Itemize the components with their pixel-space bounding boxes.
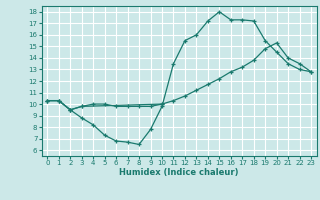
X-axis label: Humidex (Indice chaleur): Humidex (Indice chaleur) [119,168,239,177]
